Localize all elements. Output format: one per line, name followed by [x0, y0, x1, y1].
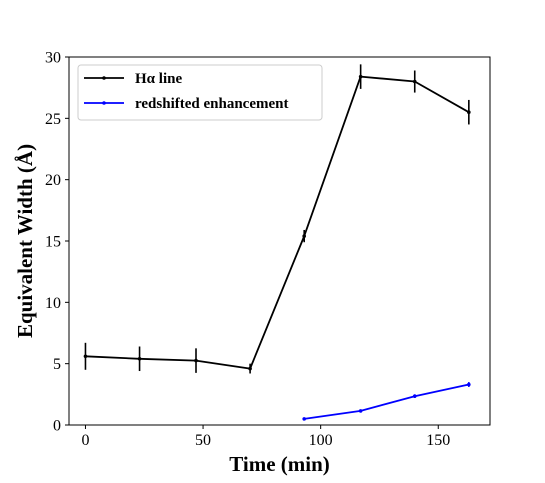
data-point [137, 356, 142, 361]
data-point [358, 74, 363, 79]
series-line [85, 75, 470, 370]
y-tick-label: 25 [45, 111, 61, 128]
x-tick-label: 0 [81, 432, 89, 449]
x-tick-label: 150 [426, 432, 450, 449]
marks-layer [83, 64, 471, 421]
x-axis-label: Time (min) [229, 452, 330, 476]
series-line [304, 383, 469, 420]
data-point [467, 382, 471, 387]
y-tick-label: 15 [45, 234, 61, 251]
data-point [302, 417, 306, 421]
series-0 [83, 64, 471, 374]
legend-label: redshifted enhancement [135, 96, 288, 112]
data-point [83, 354, 88, 359]
legend-swatch-marker [102, 101, 106, 105]
data-point [358, 409, 363, 413]
y-tick-label: 30 [45, 50, 61, 67]
data-point [412, 79, 417, 84]
data-point [302, 234, 306, 238]
legend: Hα line redshifted enhancement [77, 64, 323, 121]
ticks-layer: 0 50 100 150 0 5 10 15 20 25 30 [45, 50, 450, 450]
data-point [412, 394, 417, 398]
legend-swatch-marker [102, 76, 106, 80]
data-point [194, 358, 198, 363]
y-tick-label: 5 [53, 356, 61, 373]
y-tick-label: 20 [45, 172, 61, 189]
y-tick-label: 0 [53, 418, 61, 435]
series-1 [302, 382, 471, 421]
x-tick-label: 50 [195, 432, 211, 449]
legend-label: Hα line [135, 71, 182, 87]
y-axis-label: Equivalent Width (Å) [13, 144, 37, 338]
legend-box [77, 64, 323, 121]
x-tick-label: 100 [309, 432, 333, 449]
data-point [248, 366, 252, 371]
data-point [467, 110, 471, 114]
y-tick-label: 10 [45, 295, 61, 312]
